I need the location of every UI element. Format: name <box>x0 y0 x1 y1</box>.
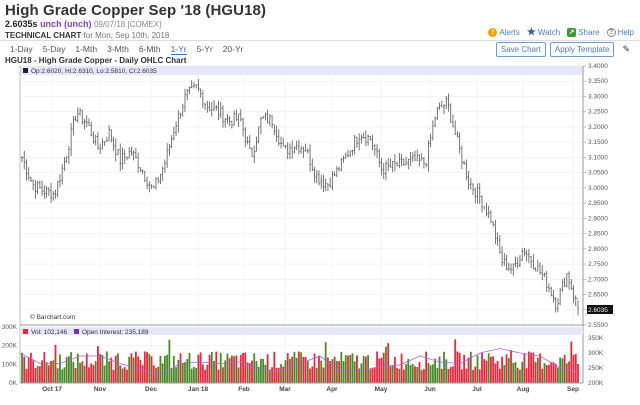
tab-1-mth[interactable]: 1-Mth <box>75 44 98 54</box>
svg-text:3.0000: 3.0000 <box>588 185 608 192</box>
svg-text:3.1500: 3.1500 <box>588 139 608 146</box>
ohlc-legend-band <box>20 66 583 75</box>
svg-text:2.6500: 2.6500 <box>588 292 608 299</box>
quote-line: 2.6035s unch (unch) 09/07/18 [COMEX] <box>5 19 161 29</box>
chart-title: HGU18 - High Grade Copper - Daily OHLC C… <box>5 56 187 65</box>
svg-text:Dec: Dec <box>145 386 157 393</box>
ohlc-legend: Op:2.6020, Hi:2.6310, Lo:2.5810, Cl:2.60… <box>31 68 157 75</box>
svg-text:350K: 350K <box>588 335 604 342</box>
svg-text:2.7000: 2.7000 <box>588 276 608 283</box>
tech-label: TECHNICAL CHART <box>5 31 82 40</box>
svg-text:May: May <box>375 386 388 393</box>
svg-text:Sep: Sep <box>567 386 579 393</box>
top-links: ! Alerts ★ Watch ↗ Share ? Help <box>488 27 634 38</box>
page-title: High Grade Copper Sep '18 (HGU18) <box>5 2 267 19</box>
svg-text:2.7500: 2.7500 <box>588 261 608 268</box>
svg-text:300K: 300K <box>2 324 18 331</box>
price-axis-labels: 3.4000 3.3500 3.3000 3.2500 3.2000 3.1500 3.10… <box>583 63 608 329</box>
tab-6-mth[interactable]: 6-Mth <box>138 44 161 54</box>
watch-link[interactable]: ★ Watch <box>526 27 561 38</box>
price-bars <box>21 79 579 316</box>
range-tabs: 1-Day 5-Day 1-Mth 3-Mth 6-Mth 1-Yr 5-Yr … <box>10 44 244 55</box>
technical-chart-label: TECHNICAL CHART for Mon, Sep 10th, 2018 <box>5 31 169 40</box>
svg-text:3.4000: 3.4000 <box>588 63 608 70</box>
svg-text:2.5500: 2.5500 <box>588 322 608 329</box>
last-price-label: 2.6035 <box>588 307 608 314</box>
svg-text:3.1000: 3.1000 <box>588 154 608 161</box>
share-label: Share <box>578 28 600 37</box>
volume-bars <box>21 339 579 383</box>
svg-text:200K: 200K <box>588 380 604 387</box>
open-interest-line <box>19 348 581 376</box>
alerts-label: Alerts <box>499 28 520 37</box>
vol-legend: Vol: 102,146 <box>31 329 68 336</box>
help-label: Help <box>617 28 634 37</box>
svg-text:3.3500: 3.3500 <box>588 78 608 85</box>
svg-text:Aug: Aug <box>517 386 530 393</box>
svg-text:Mar: Mar <box>279 386 291 393</box>
svg-text:2.9000: 2.9000 <box>588 215 608 222</box>
share-link[interactable]: ↗ Share <box>567 28 600 37</box>
svg-text:200K: 200K <box>2 343 18 350</box>
tab-1-day[interactable]: 1-Day <box>10 44 33 54</box>
date-axis-labels: Oct 17 Nov Dec Jan 18 Feb Mar Apr May Jun Jul Aug S… <box>42 386 579 393</box>
svg-text:Jan 18: Jan 18 <box>188 386 209 393</box>
chart-actions: Save Chart Apply Template ✎ <box>495 42 630 57</box>
last-price-marker <box>587 305 613 314</box>
ohlc-legend-swatch <box>23 68 28 73</box>
svg-text:3.2000: 3.2000 <box>588 124 608 131</box>
tab-20-yr[interactable]: 20-Yr <box>222 44 244 54</box>
apply-template-button[interactable]: Apply Template <box>549 42 615 57</box>
alert-icon: ! <box>488 28 498 37</box>
svg-text:2.9500: 2.9500 <box>588 200 608 207</box>
oi-legend: Open Interest: 235,189 <box>82 329 149 336</box>
tab-5-day[interactable]: 5-Day <box>42 44 66 54</box>
svg-text:300K: 300K <box>588 350 604 357</box>
tab-3-mth[interactable]: 3-Mth <box>107 44 129 54</box>
header-divider <box>0 40 640 41</box>
svg-text:3.2500: 3.2500 <box>588 109 608 116</box>
tech-date: for Mon, Sep 10th, 2018 <box>83 31 170 40</box>
svg-text:Jun: Jun <box>424 386 436 393</box>
svg-text:Nov: Nov <box>94 386 107 393</box>
last-price: 2.6035s <box>5 19 38 29</box>
help-icon: ? <box>606 28 616 37</box>
svg-text:Apr: Apr <box>326 386 338 393</box>
volume-legend-band <box>20 327 583 335</box>
quote-meta: 09/07/18 [COMEX] <box>94 20 162 29</box>
vol-swatch <box>23 329 28 334</box>
tab-5-yr[interactable]: 5-Yr <box>196 44 213 54</box>
save-chart-button[interactable]: Save Chart <box>495 42 546 57</box>
oi-swatch <box>74 329 79 334</box>
grid-lines <box>20 65 583 383</box>
watermark: © Barchart.com <box>30 313 75 321</box>
svg-text:3.0500: 3.0500 <box>588 170 608 177</box>
tab-1-yr[interactable]: 1-Yr <box>170 44 187 55</box>
svg-text:2.8500: 2.8500 <box>588 231 608 238</box>
star-icon: ★ <box>526 27 536 38</box>
svg-text:2.8000: 2.8000 <box>588 246 608 253</box>
svg-text:Feb: Feb <box>238 386 250 393</box>
help-link[interactable]: ? Help <box>606 28 634 37</box>
volume-axis-labels: 300K 200K 100K 0K 350K 300K 250K 200K <box>2 324 604 387</box>
price-change: unch (unch) <box>40 19 92 29</box>
share-icon: ↗ <box>567 28 577 37</box>
alerts-link[interactable]: ! Alerts <box>488 28 520 37</box>
svg-text:Jul: Jul <box>472 386 482 393</box>
watch-label: Watch <box>537 28 561 37</box>
svg-text:250K: 250K <box>588 365 604 372</box>
svg-text:Oct 17: Oct 17 <box>42 386 62 393</box>
svg-text:100K: 100K <box>2 361 18 368</box>
wrench-icon[interactable]: ✎ <box>622 44 630 54</box>
svg-text:3.3000: 3.3000 <box>588 93 608 100</box>
svg-text:0K: 0K <box>9 380 18 387</box>
